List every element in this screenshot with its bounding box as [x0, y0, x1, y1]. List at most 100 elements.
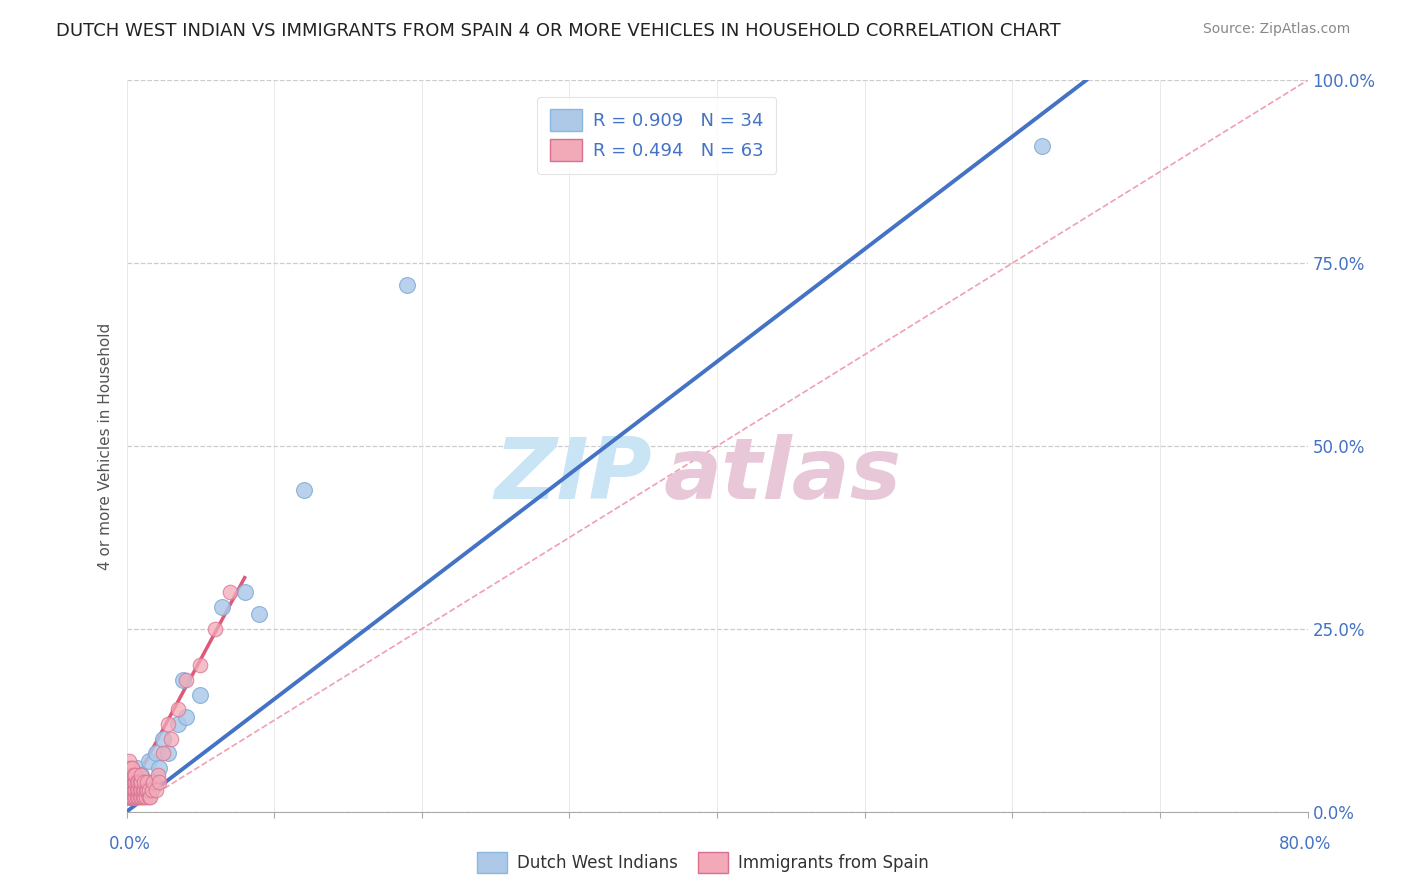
Point	[128, 768, 150, 782]
Point	[188, 658, 211, 673]
Point	[124, 782, 146, 797]
Point	[121, 790, 143, 805]
Legend: Dutch West Indians, Immigrants from Spain: Dutch West Indians, Immigrants from Spai…	[471, 846, 935, 880]
Point	[117, 761, 139, 775]
Point	[167, 702, 190, 716]
Point	[120, 761, 142, 775]
Point	[121, 761, 143, 775]
Point	[117, 790, 139, 805]
Point	[122, 768, 145, 782]
Point	[117, 790, 139, 805]
Point	[120, 775, 142, 789]
Point	[120, 768, 142, 782]
Point	[125, 775, 148, 789]
Point	[134, 775, 156, 789]
Point	[396, 278, 419, 293]
Point	[128, 775, 150, 789]
Point	[121, 768, 143, 782]
Point	[134, 790, 156, 805]
Point	[127, 782, 149, 797]
Point	[121, 768, 143, 782]
Point	[145, 746, 167, 760]
Point	[124, 775, 146, 789]
Point	[148, 761, 170, 775]
Point	[125, 761, 148, 775]
Point	[247, 607, 270, 622]
Point	[125, 775, 148, 789]
Point	[124, 790, 146, 805]
Point	[122, 790, 145, 805]
Point	[138, 754, 160, 768]
Point	[233, 585, 256, 599]
Legend: R = 0.909   N = 34, R = 0.494   N = 63: R = 0.909 N = 34, R = 0.494 N = 63	[537, 96, 776, 174]
Point	[118, 782, 141, 797]
Point	[120, 782, 142, 797]
Point	[211, 599, 233, 614]
Point	[142, 775, 165, 789]
Point	[132, 790, 155, 805]
Point	[120, 775, 142, 789]
Point	[127, 775, 149, 789]
Point	[146, 768, 169, 782]
Point	[120, 782, 142, 797]
Point	[156, 717, 179, 731]
Point	[160, 731, 183, 746]
Point	[120, 790, 142, 805]
Y-axis label: 4 or more Vehicles in Household: 4 or more Vehicles in Household	[98, 322, 114, 570]
Point	[218, 585, 242, 599]
Point	[117, 775, 139, 789]
Point	[136, 782, 159, 797]
Point	[122, 782, 145, 797]
Point	[145, 782, 167, 797]
Point	[134, 782, 156, 797]
Point	[127, 775, 149, 789]
Point	[118, 790, 141, 805]
Point	[138, 782, 160, 797]
Point	[124, 782, 146, 797]
Point	[138, 790, 160, 805]
Point	[122, 775, 145, 789]
Point	[129, 768, 153, 782]
Point	[129, 782, 153, 797]
Point	[124, 790, 146, 805]
Text: Source: ZipAtlas.com: Source: ZipAtlas.com	[1202, 22, 1350, 37]
Point	[174, 673, 197, 687]
Point	[156, 746, 179, 760]
Point	[141, 782, 163, 797]
Point	[148, 775, 170, 789]
Point	[118, 754, 141, 768]
Point	[127, 782, 149, 797]
Text: 0.0%: 0.0%	[108, 835, 150, 853]
Point	[152, 731, 174, 746]
Point	[129, 768, 153, 782]
Point	[124, 768, 146, 782]
Point	[118, 790, 141, 805]
Point	[139, 790, 162, 805]
Point	[136, 775, 159, 789]
Point	[152, 746, 174, 760]
Point	[122, 790, 145, 805]
Point	[142, 775, 165, 789]
Point	[129, 775, 153, 789]
Point	[122, 782, 145, 797]
Point	[128, 790, 150, 805]
Text: DUTCH WEST INDIAN VS IMMIGRANTS FROM SPAIN 4 OR MORE VEHICLES IN HOUSEHOLD CORRE: DUTCH WEST INDIAN VS IMMIGRANTS FROM SPA…	[56, 22, 1062, 40]
Point	[129, 790, 153, 805]
Point	[188, 688, 211, 702]
Point	[125, 782, 148, 797]
Point	[128, 782, 150, 797]
Point	[1031, 139, 1053, 153]
Point	[167, 717, 190, 731]
Point	[118, 768, 141, 782]
Point	[121, 790, 143, 805]
Text: ZIP: ZIP	[495, 434, 652, 516]
Point	[134, 775, 156, 789]
Point	[132, 782, 155, 797]
Point	[172, 673, 194, 687]
Point	[129, 782, 153, 797]
Point	[135, 782, 157, 797]
Point	[204, 622, 226, 636]
Point	[135, 790, 157, 805]
Point	[174, 709, 197, 723]
Point	[127, 790, 149, 805]
